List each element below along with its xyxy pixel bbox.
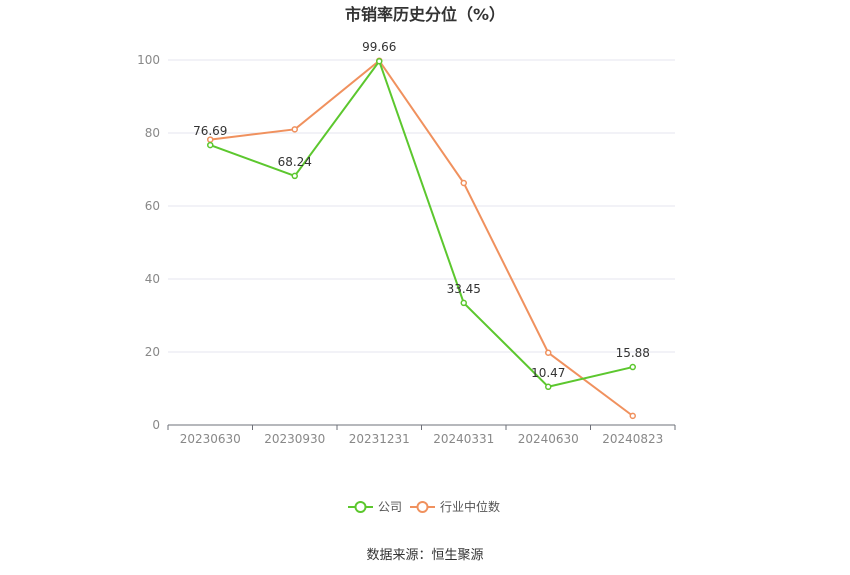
legend-label: 行业中位数 xyxy=(440,499,500,514)
legend-item-industry-median[interactable]: 行业中位数 xyxy=(410,499,500,514)
y-tick-label: 80 xyxy=(145,126,160,140)
industry-median-point[interactable] xyxy=(291,126,298,133)
x-tick-label: 20240630 xyxy=(518,432,579,446)
series-layer: 76.69 68.24 99.66 33.45 10.47 15.88 xyxy=(193,40,650,420)
legend-marker-icon xyxy=(416,501,429,513)
x-tick-label: 20230630 xyxy=(180,432,241,446)
axis-layer: 0 20 40 60 80 100 20230630 20230930 20231231 2024… xyxy=(137,53,676,446)
y-tick-label: 40 xyxy=(145,272,160,286)
data-label: 33.45 xyxy=(447,282,481,296)
company-point[interactable] xyxy=(460,299,467,307)
company-point[interactable] xyxy=(629,363,636,371)
data-label: 76.69 xyxy=(193,124,227,138)
company-point[interactable] xyxy=(207,141,214,149)
legend-marker-icon xyxy=(354,501,367,513)
x-tick-label: 20240823 xyxy=(602,432,663,446)
industry-median-point[interactable] xyxy=(629,412,636,420)
legend[interactable]: 公司 行业中位数 xyxy=(348,499,500,514)
industry-median-point[interactable] xyxy=(545,349,552,356)
company-line xyxy=(209,59,633,388)
grid-layer xyxy=(168,59,675,353)
data-label: 68.24 xyxy=(278,155,312,169)
data-label: 15.88 xyxy=(616,346,650,360)
company-point[interactable] xyxy=(291,172,298,180)
chart-title: 市销率历史分位（%） xyxy=(345,5,505,24)
industry-median-line xyxy=(210,59,634,417)
x-tick-label: 20240331 xyxy=(433,432,494,446)
industry-median-point[interactable] xyxy=(460,179,467,187)
legend-label: 公司 xyxy=(378,500,402,514)
y-tick-label: 60 xyxy=(145,199,160,213)
legend-item-company[interactable]: 公司 xyxy=(348,500,402,514)
y-tick-label: 0 xyxy=(152,418,160,432)
x-tick-label: 20231231 xyxy=(349,432,410,446)
y-tick-label: 100 xyxy=(137,53,160,67)
y-tick-label: 20 xyxy=(145,345,160,359)
source-note: 数据来源：恒生聚源 xyxy=(366,548,483,563)
company-point[interactable] xyxy=(376,57,383,65)
data-label: 99.66 xyxy=(362,40,396,54)
data-label: 10.47 xyxy=(531,366,565,380)
company-point[interactable] xyxy=(545,383,552,391)
x-tick-label: 20230930 xyxy=(264,432,325,446)
